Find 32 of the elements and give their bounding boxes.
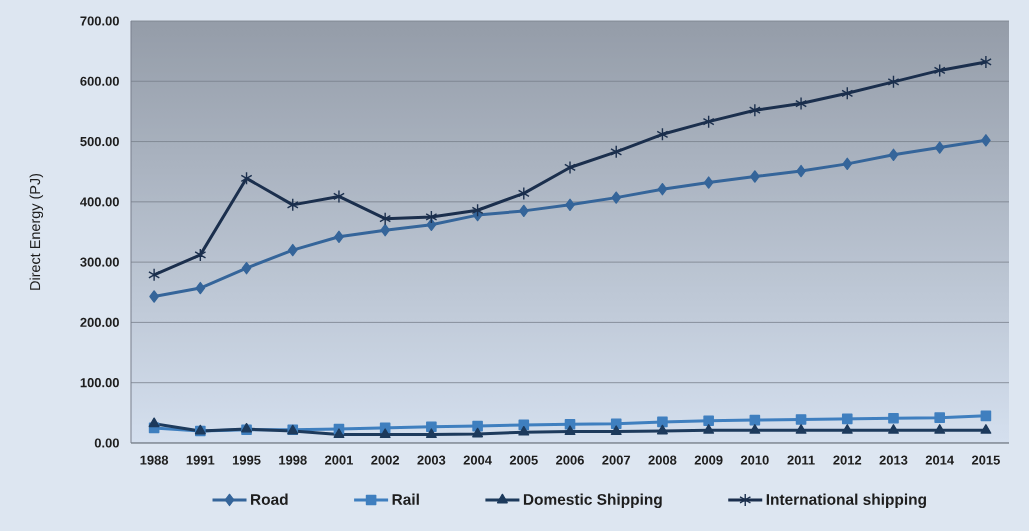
y-tick-label: 600.00 (80, 76, 119, 86)
y-tick-label: 400.00 (80, 197, 119, 207)
x-tick-label: 2002 (371, 455, 400, 465)
x-tick-label: 2003 (417, 455, 446, 465)
y-tick-label: 500.00 (80, 136, 119, 147)
y-tick-label: 700.00 (80, 16, 119, 26)
x-tick-label: 2004 (463, 455, 492, 465)
x-tick-label: 2012 (833, 455, 862, 465)
x-tick-label: 2007 (602, 455, 631, 465)
x-tick-label: 1998 (279, 455, 307, 465)
x-tick-label: 2001 (325, 455, 353, 465)
y-tick-label: 200.00 (80, 317, 119, 327)
x-tick-label: 2014 (925, 455, 955, 465)
x-tick-label: 2005 (509, 455, 538, 465)
legend-label: Road (251, 493, 288, 505)
y-axis-title: Direct Energy (PJ) (29, 173, 44, 290)
y-tick-label: 300.00 (80, 257, 119, 267)
x-tick-label: 1988 (140, 455, 169, 465)
x-tick-label: 2010 (740, 455, 769, 465)
x-tick-label: 2009 (694, 455, 723, 465)
x-tick-label: 2011 (787, 455, 815, 465)
x-tick-label: 2013 (879, 455, 908, 465)
x-tick-label: 2015 (971, 455, 1000, 465)
x-tick-label: 1991 (186, 455, 215, 465)
x-tick-label: 1995 (232, 455, 261, 465)
legend-label: Domestic Shipping (523, 493, 662, 509)
legend-label: Rail (392, 493, 419, 505)
x-tick-label: 2008 (648, 455, 677, 465)
x-tick-label: 2006 (556, 455, 584, 465)
legend-label: International shipping (766, 493, 926, 509)
y-tick-label: 100.00 (80, 378, 119, 388)
y-tick-label: 0.00 (94, 438, 119, 448)
